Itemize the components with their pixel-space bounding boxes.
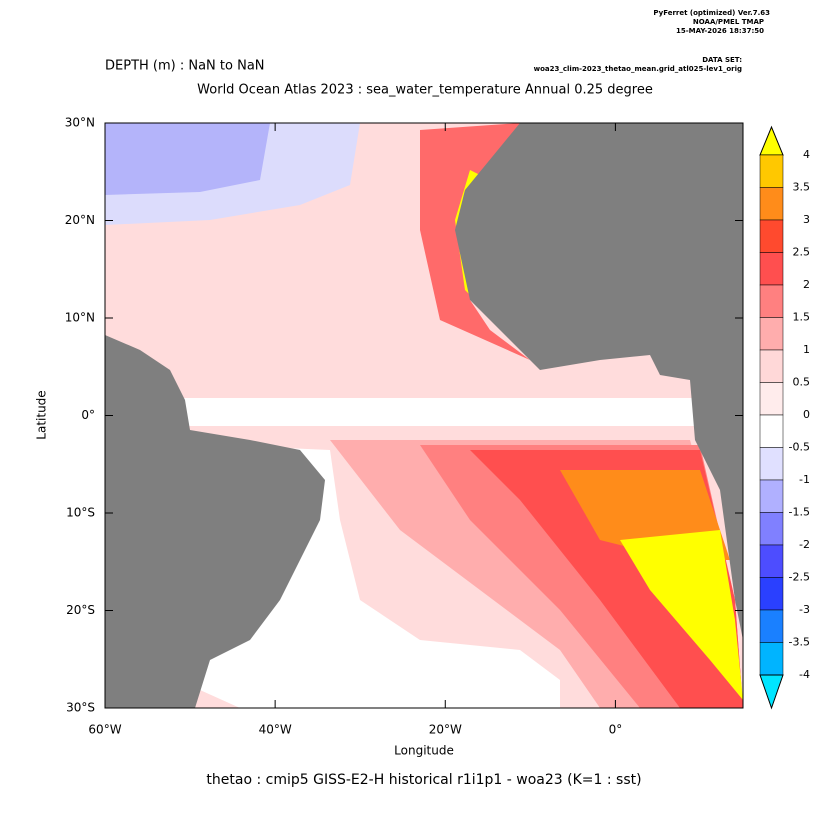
- title: World Ocean Atlas 2023 : sea_water_tempe…: [197, 83, 653, 98]
- x-tick-label: 40°W: [259, 723, 292, 737]
- y-tick-label: 0°: [81, 408, 95, 422]
- colorbar-label: -2: [799, 538, 810, 551]
- colorbar-bin: [759, 609, 784, 643]
- x-tick-label: 0°: [609, 723, 623, 737]
- software: PyFerret (optimized) Ver.7.63: [653, 9, 770, 17]
- colorbar-bottom: [759, 674, 784, 710]
- depth: DEPTH (m) : NaN to NaN: [105, 59, 265, 74]
- colorbar-label: -1.5: [789, 506, 810, 519]
- y-tick-label: 30°S: [66, 701, 95, 715]
- colorbar-bin: [759, 187, 784, 221]
- footer: thetao : cmip5 GISS-E2-H historical r1i1…: [206, 772, 641, 788]
- y-tick-label: 10°N: [65, 311, 95, 325]
- colorbar-label: 0.5: [793, 376, 811, 389]
- colorbar-bin: [759, 219, 784, 253]
- colorbar-bin: [759, 479, 784, 513]
- colorbar-label: -3: [799, 603, 810, 616]
- colorbar-label: 0: [803, 408, 810, 421]
- colorbar-label: -1: [799, 473, 810, 486]
- colorbar-bin: [759, 349, 784, 383]
- colorbar-bin: [759, 414, 784, 448]
- colorbar-bin: [759, 512, 784, 546]
- colorbar-label: -0.5: [789, 441, 810, 454]
- colorbar-bin: [759, 544, 784, 578]
- colorbar-bin: [759, 382, 784, 416]
- colorbar-label: 3: [803, 213, 810, 226]
- colorbar-top: [759, 125, 784, 156]
- dataset-label: DATA SET:: [702, 56, 742, 64]
- y-tick-label: 20°N: [65, 213, 95, 227]
- colorbar-label: -3.5: [789, 636, 810, 649]
- colorbar-bin: [759, 154, 784, 188]
- y-tick-label: 30°N: [65, 116, 95, 130]
- colorbar-label: 3.5: [793, 181, 811, 194]
- colorbar-label: 2.5: [793, 246, 811, 259]
- x-tick-label: 60°W: [88, 723, 121, 737]
- dataset: woa23_clim-2023_thetao_mean.grid_atl025-…: [534, 65, 742, 73]
- colorbar-bin: [759, 284, 784, 318]
- x-axis-label: Longitude: [394, 744, 454, 758]
- colorbar-bin: [759, 447, 784, 481]
- y-tick-label: 10°S: [66, 506, 95, 520]
- colorbar-bin: [759, 577, 784, 611]
- colorbar-bin: [759, 642, 784, 676]
- org: NOAA/PMEL TMAP: [693, 18, 764, 26]
- colorbar-label: 1.5: [793, 311, 811, 324]
- x-tick-label: 20°W: [429, 723, 462, 737]
- map-field: [105, 123, 743, 708]
- colorbar-bin: [759, 252, 784, 286]
- y-axis-label: Latitude: [35, 390, 49, 439]
- colorbar-label: 4: [803, 148, 810, 161]
- colorbar-label: -2.5: [789, 571, 810, 584]
- colorbar-label: -4: [799, 668, 810, 681]
- colorbar-bin: [759, 317, 784, 351]
- timestamp: 15-MAY-2026 18:37:50: [676, 27, 764, 35]
- colorbar-label: 1: [803, 343, 810, 356]
- y-tick-label: 20°S: [66, 603, 95, 617]
- colorbar-label: 2: [803, 278, 810, 291]
